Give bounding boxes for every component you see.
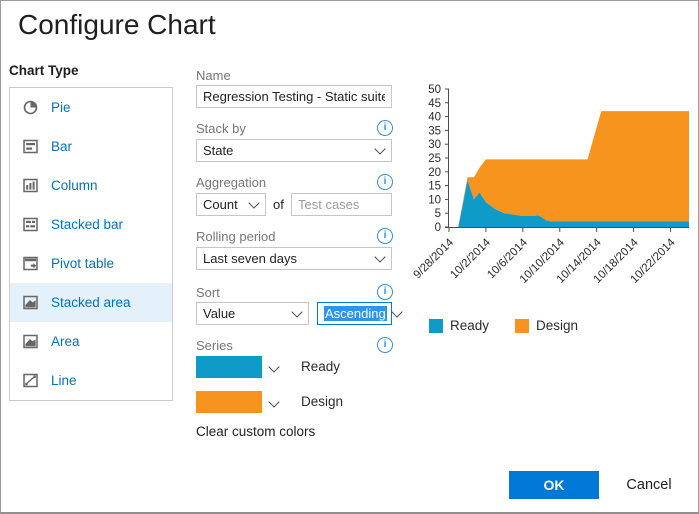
info-icon[interactable]: i — [377, 174, 393, 190]
sidebar-item-label: Stacked area — [51, 295, 131, 310]
sidebar-item-pivot-table[interactable]: Pivot table — [10, 244, 172, 283]
info-icon[interactable]: i — [377, 120, 393, 136]
stacked-area-icon — [22, 294, 39, 311]
dialog-title: Configure Chart — [18, 9, 216, 40]
sidebar-item-label: Column — [51, 178, 98, 193]
y-tick-label: 45 — [428, 98, 441, 110]
aggregation-select[interactable]: Count — [196, 193, 266, 216]
aggregation-field-input — [291, 193, 392, 216]
rolling-period-value: Last seven days — [203, 251, 297, 266]
sidebar-item-label: Pie — [51, 100, 71, 115]
sidebar-item-pie[interactable]: Pie — [10, 88, 172, 127]
sort-field-select[interactable]: Value — [196, 302, 309, 325]
legend-label: Ready — [450, 318, 490, 333]
sidebar-item-label: Stacked bar — [51, 217, 124, 232]
chevron-down-icon — [374, 142, 386, 155]
sidebar-item-label: Bar — [51, 139, 73, 154]
legend-label: Design — [536, 318, 579, 333]
clear-custom-colors-link[interactable]: Clear custom colors — [196, 424, 316, 439]
y-tick-label: 15 — [428, 181, 441, 193]
legend-item-ready: Ready — [429, 318, 489, 333]
sidebar-item-stacked-area[interactable]: Stacked area — [10, 283, 172, 322]
chevron-down-icon — [248, 196, 260, 209]
y-tick-label: 10 — [428, 194, 441, 206]
sort-label: Sort — [196, 285, 220, 300]
area-icon — [22, 333, 39, 350]
sidebar-item-area[interactable]: Area — [10, 322, 172, 361]
series-color-swatch-ready[interactable] — [196, 356, 262, 378]
sidebar-item-label: Pivot table — [51, 256, 115, 271]
y-tick-label: 50 — [428, 84, 441, 96]
stacked-bar-icon — [22, 216, 39, 233]
info-icon[interactable]: i — [377, 337, 393, 353]
y-tick-label: 20 — [428, 167, 441, 179]
y-tick-label: 5 — [435, 208, 441, 220]
stack-by-select[interactable]: State — [196, 139, 392, 162]
sidebar-item-label: Line — [51, 373, 77, 388]
sort-field-value: Value — [203, 306, 236, 321]
sidebar-item-column[interactable]: Column — [10, 166, 172, 205]
pivot-table-icon — [22, 255, 39, 272]
y-tick-label: 0 — [435, 222, 441, 234]
chevron-down-icon[interactable] — [268, 396, 280, 408]
aggregation-label: Aggregation — [196, 175, 267, 190]
y-tick-label: 35 — [428, 125, 441, 137]
legend-color-box — [429, 318, 443, 333]
series-name-label: Design — [301, 394, 344, 409]
sort-direction-select[interactable]: Ascending — [317, 302, 403, 325]
name-label: Name — [196, 68, 231, 83]
legend-color-box — [515, 318, 530, 333]
rolling-period-label: Rolling period — [196, 229, 276, 244]
chevron-down-icon — [291, 305, 303, 318]
info-icon[interactable]: i — [377, 284, 393, 300]
area-ready — [449, 180, 689, 227]
y-tick-label: 25 — [428, 153, 441, 165]
chart-preview: 051015202530354045509/28/201410/2/201410… — [411, 84, 689, 286]
chevron-down-icon[interactable] — [268, 361, 280, 373]
series-label: Series — [196, 338, 233, 353]
chart-type-list: Pie Bar Column Stacked bar Pivot table Stacke… — [9, 87, 173, 401]
series-color-swatch-design[interactable] — [196, 391, 262, 413]
sidebar-item-bar[interactable]: Bar — [10, 127, 172, 166]
rolling-period-select[interactable]: Last seven days — [196, 247, 392, 270]
stack-by-value: State — [203, 143, 234, 158]
chevron-down-icon — [374, 250, 386, 263]
aggregation-of-label: of — [273, 197, 284, 212]
bar-icon — [22, 138, 39, 155]
sidebar-item-stacked-bar[interactable]: Stacked bar — [10, 205, 172, 244]
y-tick-label: 30 — [428, 139, 441, 151]
sidebar-item-line[interactable]: Line — [10, 361, 172, 400]
chart-name-input[interactable] — [196, 85, 392, 108]
stack-by-label: Stack by — [196, 121, 246, 136]
sidebar-item-label: Area — [51, 334, 80, 349]
ok-button[interactable]: OK — [509, 471, 599, 499]
line-icon — [22, 372, 39, 389]
sort-direction-value: Ascending — [324, 306, 387, 321]
aggregation-value: Count — [203, 197, 238, 212]
cancel-button[interactable]: Cancel — [626, 477, 672, 493]
area-design — [449, 111, 689, 227]
series-name-label: Ready — [301, 359, 341, 374]
chart-legend: Ready Design — [429, 318, 578, 333]
info-icon[interactable]: i — [377, 228, 393, 244]
legend-item-design: Design — [515, 318, 578, 333]
y-tick-label: 40 — [428, 112, 441, 124]
column-icon — [22, 177, 39, 194]
chart-type-heading: Chart Type — [9, 63, 79, 78]
pie-icon — [22, 99, 39, 116]
